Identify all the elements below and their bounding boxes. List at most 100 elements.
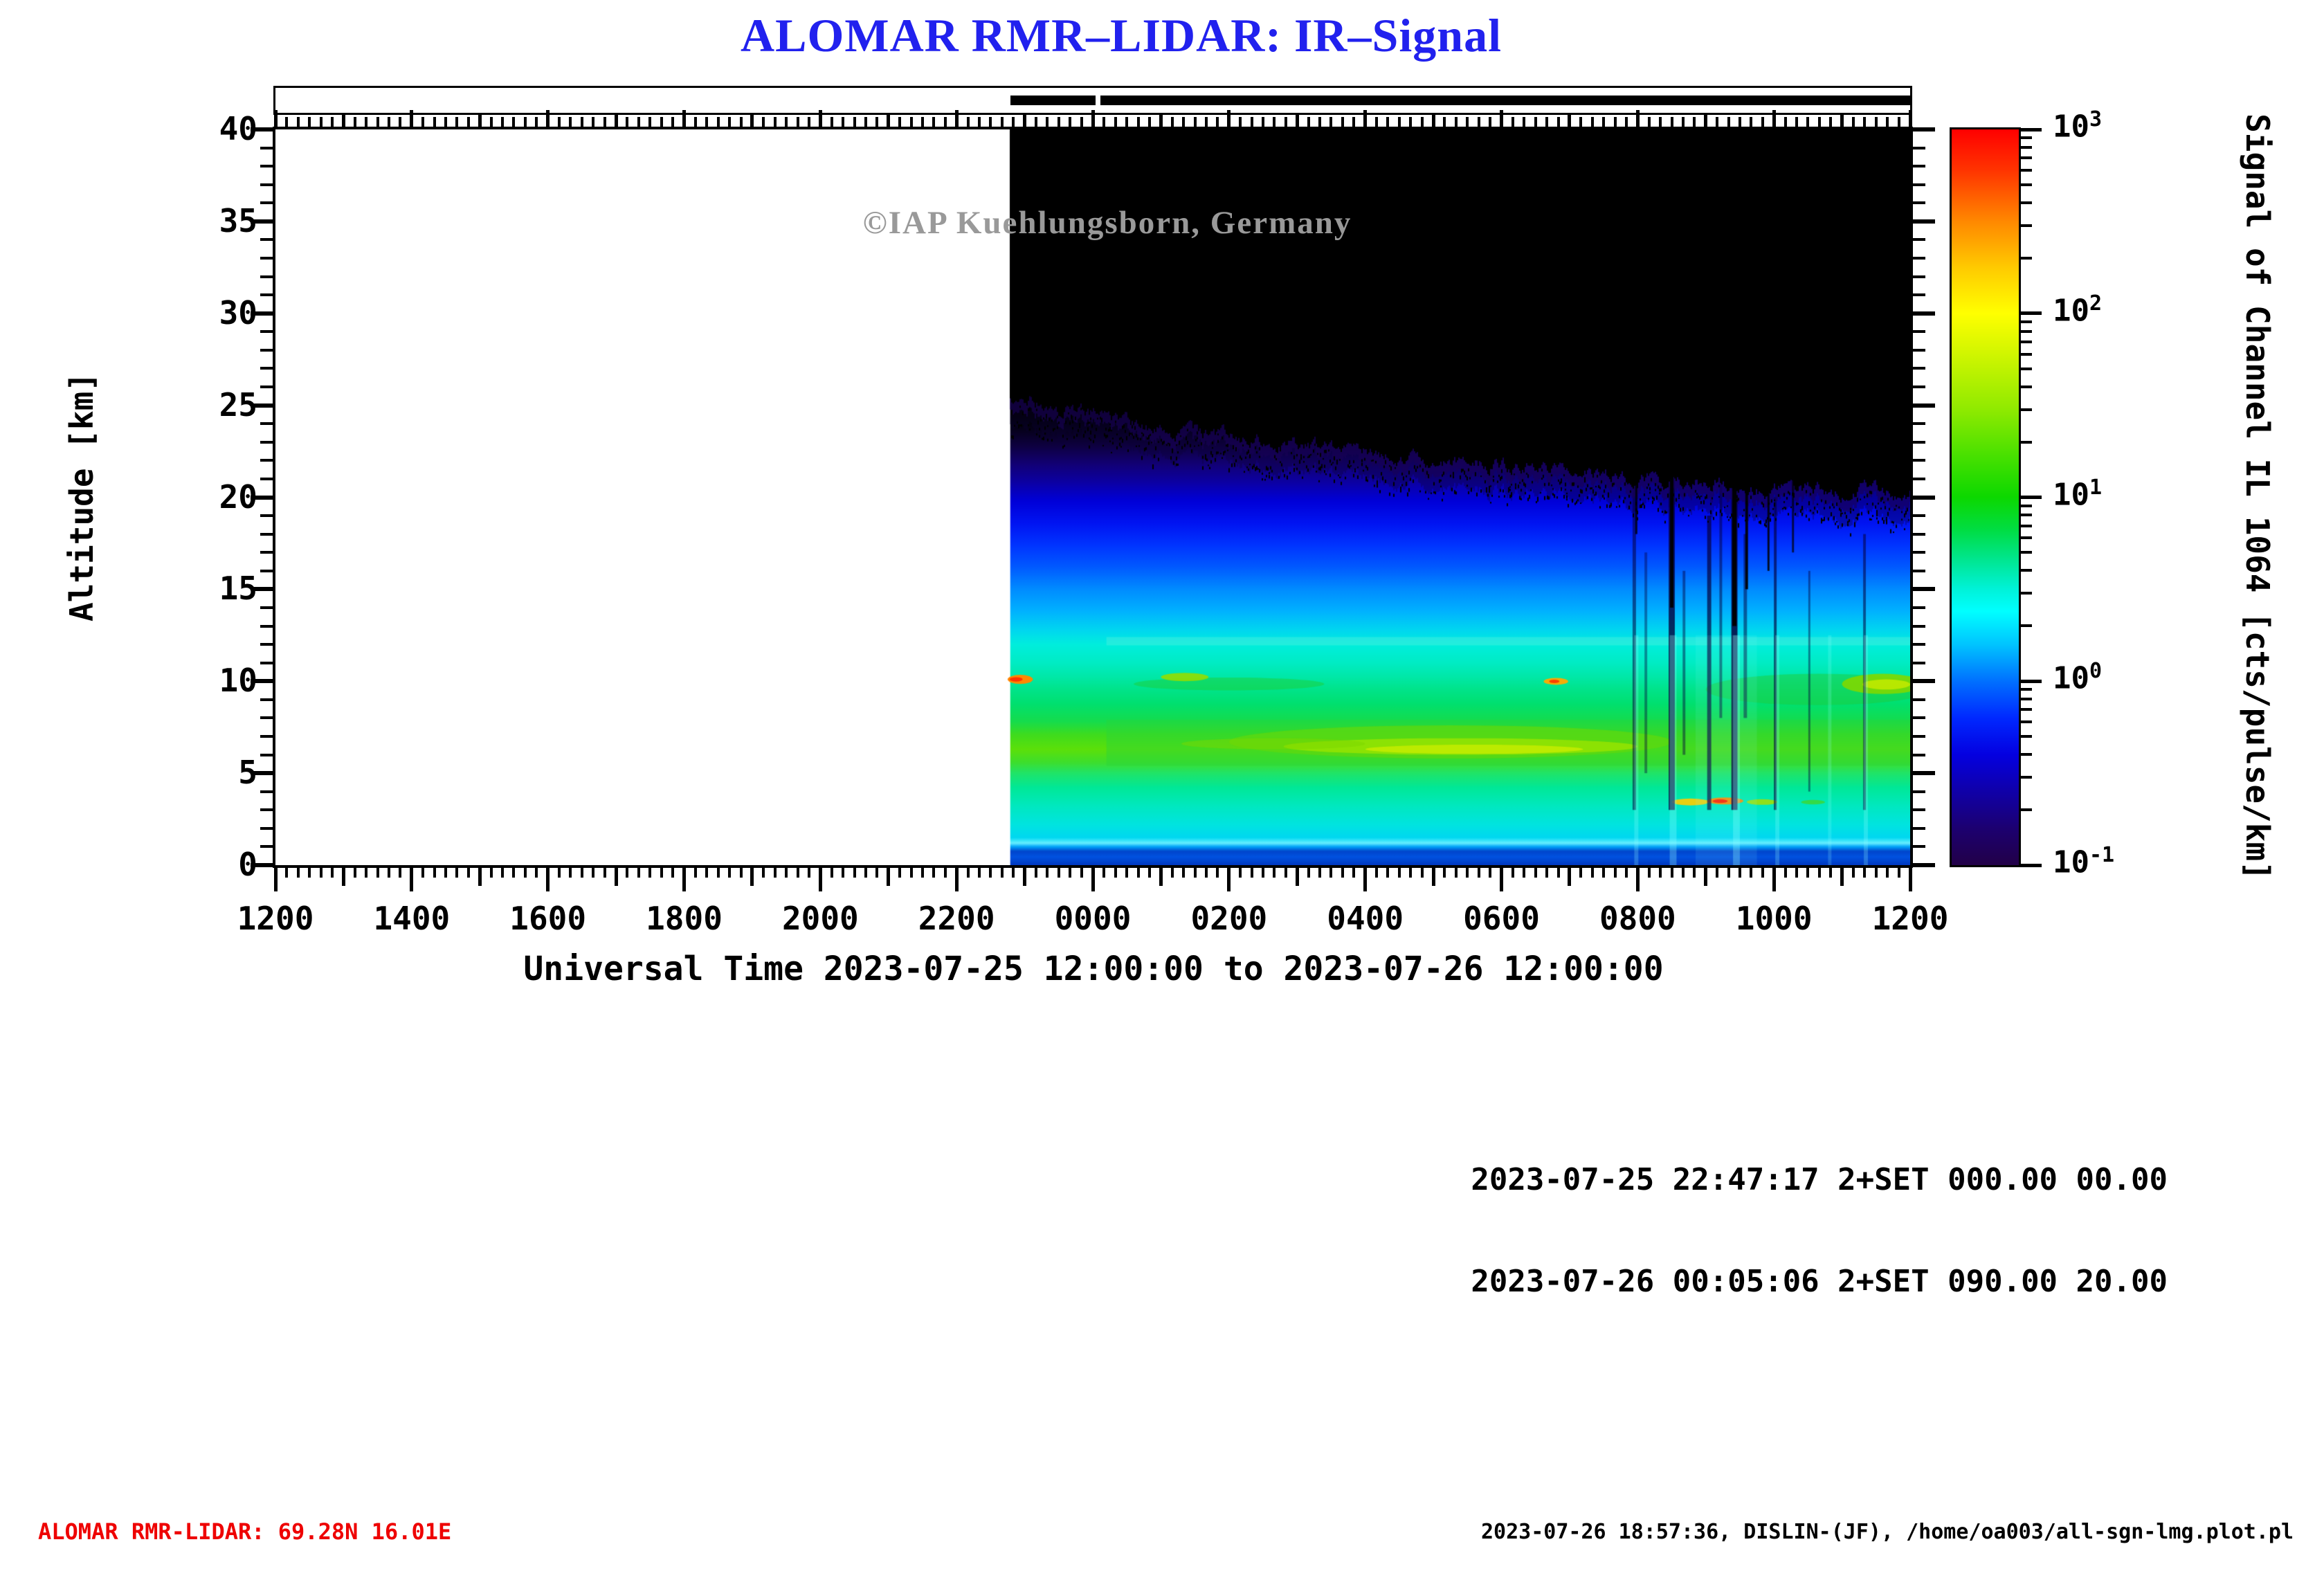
x-axis-top-tick	[1863, 117, 1867, 127]
x-axis-tick	[1284, 868, 1287, 878]
x-axis-tick	[1602, 868, 1606, 878]
colorbar-minor-tick	[2021, 224, 2032, 227]
x-axis-tick	[842, 868, 845, 878]
y-axis-right-tick	[1913, 514, 1925, 518]
x-axis-top-tick	[773, 117, 777, 127]
x-axis-top-tick	[671, 117, 675, 127]
x-axis-tick	[512, 868, 516, 878]
x-axis-top-tick	[648, 117, 652, 127]
x-axis-tick	[1136, 868, 1140, 878]
x-axis-top-tick	[546, 110, 550, 127]
x-axis-top-tick	[1023, 113, 1027, 127]
x-axis-tick	[716, 868, 720, 878]
x-axis-tick	[864, 868, 867, 878]
colorbar-minor-tick	[2021, 352, 2032, 356]
x-axis-top-tick	[728, 117, 732, 127]
y-axis-right-tick	[1913, 422, 1925, 426]
x-axis-tick	[1148, 868, 1151, 878]
y-axis-right-tick	[1913, 165, 1925, 168]
x-axis-tick	[671, 868, 675, 878]
y-axis-tick	[251, 311, 273, 316]
colorbar-minor-tick	[2021, 145, 2032, 149]
y-axis-tick-label: 35	[219, 201, 257, 239]
x-axis-top-tick	[1477, 117, 1480, 127]
x-axis-top-tick	[682, 110, 686, 127]
colorbar-tick	[2021, 863, 2042, 867]
x-axis-tick	[614, 868, 618, 886]
y-axis-right-tick	[1913, 311, 1935, 316]
x-axis-tick	[705, 868, 709, 878]
x-axis-tick	[1874, 868, 1878, 878]
x-axis-tick	[943, 868, 947, 878]
colorbar-minor-tick	[2021, 440, 2032, 444]
y-axis-right-tick	[1913, 127, 1935, 131]
x-axis-tick	[682, 868, 686, 891]
x-axis-tick	[501, 868, 505, 878]
x-axis-tick	[1318, 868, 1322, 878]
y-axis-right-tick	[1913, 330, 1925, 334]
y-axis-right-tick	[1913, 863, 1935, 867]
colorbar-tick-label: 103	[2053, 107, 2103, 145]
x-axis-top-tick	[501, 117, 505, 127]
x-axis-top-tick	[1034, 117, 1037, 127]
x-axis-top-tick	[1080, 117, 1083, 127]
x-axis-top-tick	[716, 117, 720, 127]
x-axis-top-tick	[580, 117, 583, 127]
y-axis-tick	[260, 348, 273, 352]
colorbar-minor-tick	[2021, 504, 2032, 507]
y-axis-right-tick	[1913, 219, 1935, 224]
x-axis-top-tick	[353, 117, 356, 127]
x-axis-top-tick	[1227, 110, 1231, 127]
x-axis-top-tick	[1761, 117, 1764, 127]
x-axis-top-tick	[1568, 113, 1572, 127]
x-axis-top-tick	[478, 113, 482, 127]
y-axis-right-tick	[1913, 348, 1925, 352]
x-axis-top-tick	[614, 113, 618, 127]
x-axis-tick	[546, 868, 550, 891]
y-axis-right-tick	[1913, 367, 1925, 370]
x-axis-tick	[1716, 868, 1719, 878]
x-axis-top-tick	[1545, 117, 1549, 127]
x-axis-top-tick	[365, 117, 368, 127]
x-axis-tick-label: 1600	[509, 900, 587, 937]
x-axis-tick	[410, 868, 414, 891]
x-axis-tick	[1647, 868, 1651, 878]
y-axis-tick-label: 5	[238, 754, 257, 792]
y-axis-right-tick	[1913, 734, 1925, 738]
y-axis-tick	[260, 790, 273, 793]
measurement-period-bar	[1100, 96, 1910, 105]
x-axis-tick	[626, 868, 629, 878]
x-axis-tick	[773, 868, 777, 878]
x-axis-top-tick	[512, 117, 516, 127]
x-axis-top-tick	[1102, 117, 1106, 127]
y-axis-right-tick	[1913, 257, 1925, 260]
x-axis-tick	[319, 868, 323, 878]
x-axis-top-tick	[762, 117, 765, 127]
x-axis-tick	[739, 868, 743, 878]
x-axis-tick	[558, 868, 561, 878]
x-axis-tick	[1772, 868, 1776, 891]
y-axis-tick	[260, 238, 273, 242]
x-axis-top-tick	[1239, 117, 1242, 127]
x-axis-title: Universal Time 2023-07-25 12:00:00 to 20…	[523, 950, 1664, 988]
x-axis-top-tick	[558, 117, 561, 127]
x-axis-top-tick	[1716, 117, 1719, 127]
colorbar-minor-tick	[2021, 624, 2032, 628]
x-axis-tick-label: 0800	[1599, 900, 1676, 937]
y-axis-tick-label: 30	[219, 293, 257, 332]
x-axis-top-tick	[1806, 117, 1810, 127]
x-axis-top-tick	[603, 117, 606, 127]
x-axis-top-tick	[920, 117, 924, 127]
colorbar-tick-label: 102	[2053, 291, 2103, 329]
y-axis-right-tick	[1913, 716, 1925, 720]
y-axis-tick	[260, 845, 273, 849]
colorbar-minor-tick	[2021, 320, 2032, 323]
x-axis-tick	[592, 868, 595, 878]
colorbar-minor-tick	[2021, 688, 2032, 691]
watermark: ©IAP Kuehlungsborn, Germany	[862, 205, 1352, 241]
page-title: ALOMAR RMR–LIDAR: IR–Signal	[741, 9, 1502, 62]
x-axis-top-tick	[421, 117, 425, 127]
y-axis-tick	[260, 293, 273, 297]
x-axis-top-tick	[1012, 117, 1015, 127]
x-axis-tick	[1205, 868, 1208, 878]
